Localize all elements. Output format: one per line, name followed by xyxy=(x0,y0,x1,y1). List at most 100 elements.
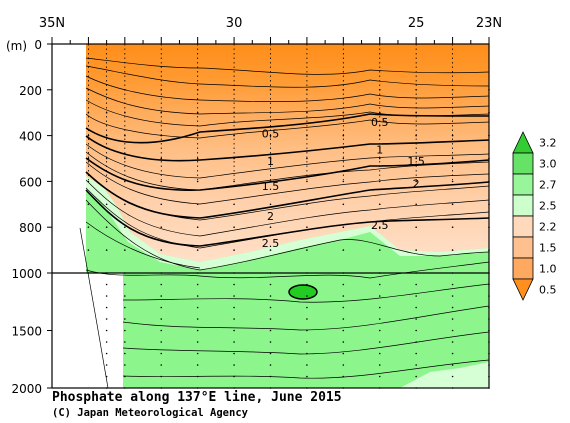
colorbar-label: 2.7 xyxy=(539,179,557,192)
sample-point xyxy=(233,318,235,320)
sample-point xyxy=(415,89,417,91)
sample-point xyxy=(124,226,126,228)
sample-point xyxy=(378,295,381,297)
sample-point xyxy=(342,329,345,332)
sample-point xyxy=(196,157,199,160)
sample-point xyxy=(306,180,308,183)
sample-point xyxy=(160,157,163,160)
sample-point xyxy=(378,341,381,343)
colorbar-label: 3.2 xyxy=(539,137,557,150)
sample-point xyxy=(451,89,454,91)
sample-point xyxy=(342,203,345,206)
sample-point xyxy=(342,295,345,297)
sample-point xyxy=(124,134,126,137)
sample-point xyxy=(269,352,272,355)
sample-point xyxy=(269,283,272,286)
sample-point xyxy=(124,272,126,274)
sample-point xyxy=(306,352,308,355)
sample-point xyxy=(160,203,163,206)
colorbar-segment xyxy=(512,257,534,280)
sample-point xyxy=(378,89,381,91)
sample-point xyxy=(378,306,381,309)
sample-point xyxy=(415,329,417,332)
colorbar-label: 0.5 xyxy=(539,284,557,297)
sample-point xyxy=(306,375,308,378)
sample-point xyxy=(196,364,199,366)
y-tick-label: 0 xyxy=(34,38,42,52)
sample-point xyxy=(196,203,199,206)
sample-point xyxy=(415,226,417,228)
sample-point xyxy=(415,157,417,160)
contour-label: 2 xyxy=(413,178,420,191)
sample-point xyxy=(196,89,199,91)
sample-point xyxy=(196,226,199,228)
sample-point xyxy=(306,89,308,91)
sample-point xyxy=(451,180,454,183)
sample-point xyxy=(306,134,308,137)
sample-point xyxy=(196,272,199,274)
sample-point xyxy=(233,295,235,297)
contour-label: 1 xyxy=(376,143,383,156)
sample-point xyxy=(451,352,454,355)
sample-point xyxy=(269,157,272,160)
sample-point xyxy=(378,180,381,183)
y-tick-label: 1000 xyxy=(11,267,42,281)
sample-point xyxy=(415,295,417,297)
sample-point xyxy=(105,134,108,137)
x-tick-label: 35N xyxy=(39,16,65,31)
sample-point xyxy=(105,226,108,228)
sample-point xyxy=(124,318,126,320)
sample-point xyxy=(378,375,381,378)
colorbar-segment xyxy=(512,236,534,259)
sample-point xyxy=(160,318,163,320)
sample-point xyxy=(160,295,163,297)
sample-point xyxy=(105,375,108,378)
colorbar-label: 3.0 xyxy=(539,158,557,171)
sample-point xyxy=(415,249,417,251)
sample-point xyxy=(105,318,108,320)
sample-point xyxy=(105,352,108,355)
sample-point xyxy=(105,111,108,114)
sample-point xyxy=(196,180,199,183)
sample-point xyxy=(105,306,108,309)
sample-point xyxy=(269,89,272,91)
sample-point xyxy=(105,157,108,160)
sample-point xyxy=(342,226,345,228)
sample-point xyxy=(306,111,308,114)
deep-light-fill xyxy=(400,362,489,388)
sample-point xyxy=(378,318,381,320)
sample-point xyxy=(87,249,90,251)
sample-point xyxy=(233,283,235,286)
sample-point xyxy=(124,364,126,366)
contour-label: 1 xyxy=(267,155,274,168)
sample-point xyxy=(196,134,199,137)
sample-point xyxy=(160,272,163,274)
sample-point xyxy=(160,329,163,332)
sample-point xyxy=(124,329,126,332)
sample-point xyxy=(378,364,381,366)
sample-point xyxy=(124,89,126,91)
sample-point xyxy=(415,375,417,378)
sample-point xyxy=(160,134,163,137)
sample-point xyxy=(233,203,235,206)
sample-point xyxy=(415,318,417,320)
x-tick-label: 25 xyxy=(408,16,425,31)
sample-point xyxy=(124,352,126,355)
sample-point xyxy=(196,283,199,286)
sample-point xyxy=(342,249,345,251)
sample-point xyxy=(124,157,126,160)
sample-point xyxy=(269,364,272,366)
sample-point xyxy=(306,295,308,297)
y-tick-label: 200 xyxy=(19,84,42,98)
sample-point xyxy=(378,249,381,251)
y-tick-label: 400 xyxy=(19,130,42,144)
mid-phosphate-fill xyxy=(86,176,489,270)
sample-point xyxy=(342,306,345,309)
colorbar-cap-top xyxy=(512,131,534,154)
sample-point xyxy=(105,341,108,343)
contour-label: 2.5 xyxy=(371,219,389,232)
sample-point xyxy=(160,283,163,286)
sample-point xyxy=(105,89,108,91)
sample-point xyxy=(160,111,163,114)
